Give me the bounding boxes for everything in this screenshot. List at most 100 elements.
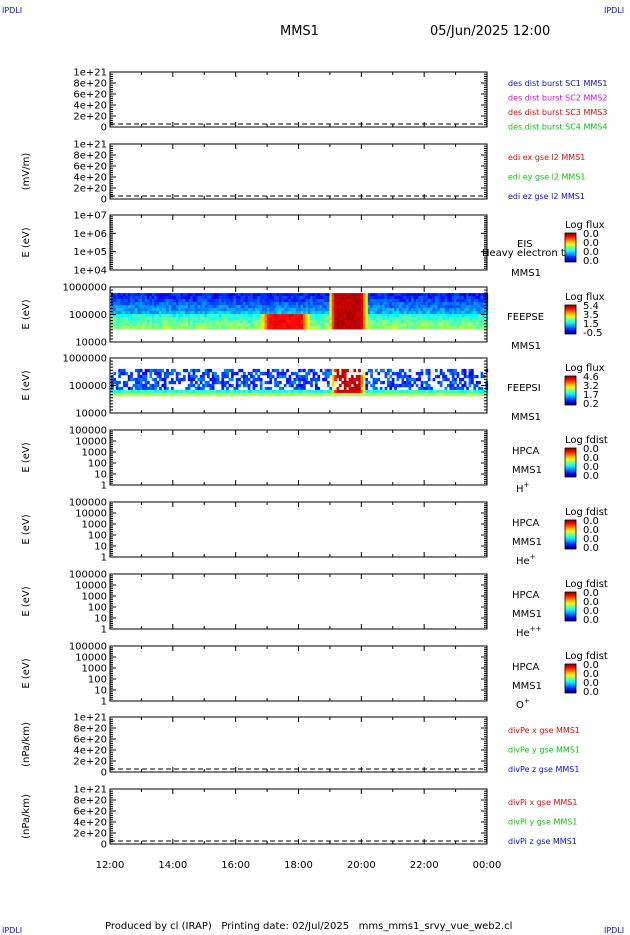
y-tick-label: 100000 [69, 381, 107, 392]
colorbar-value: 0.0 [583, 597, 599, 608]
y-tick-label: 1e+07 [73, 211, 107, 222]
colorbar-value: 0.0 [583, 534, 599, 545]
instrument-label: HPCA [512, 590, 540, 601]
instrument-label: HPCA [512, 662, 540, 673]
colorbar-value: 0.0 [583, 588, 599, 599]
colorbar-value: 1.5 [583, 319, 599, 330]
y-tick-label: 1000 [82, 592, 107, 603]
y-tick-label: 0 [101, 123, 107, 134]
y-tick-label: 10000 [75, 581, 107, 592]
y-tick-label: 8e+20 [73, 79, 107, 90]
y-tick-label: 1000 [82, 448, 107, 459]
colorbar [564, 447, 577, 478]
colorbar-value: 3.5 [583, 310, 599, 321]
colorbar-title: Log flux [565, 292, 605, 303]
instrument-label: FEEPSE [507, 312, 544, 323]
y-tick-label: 100 [88, 531, 107, 542]
plot-frame-edi-e [109, 143, 488, 200]
y-tick-label: 100 [88, 603, 107, 614]
colorbar-value: 0.0 [583, 615, 599, 626]
plot-frame-divpi [109, 788, 488, 845]
legend-entry: edi ez gse l2 MMS1 [508, 192, 585, 201]
colorbar-value: 0.0 [583, 238, 599, 249]
y-tick-label: 100 [88, 675, 107, 686]
instrument-label: EIS [517, 239, 533, 250]
y-tick-label: 6e+20 [73, 735, 107, 746]
plot-frame-hpca-he1 [109, 501, 488, 558]
footer-produced-by: Produced by cl (IRAP) [105, 921, 212, 932]
spacecraft-label: MMS1 [511, 412, 541, 423]
y-tick-label: 4e+20 [73, 101, 107, 112]
y-tick-label: 100000 [69, 310, 107, 321]
spacecraft-label: MMS1 [511, 341, 541, 352]
y-tick-label: 1e+04 [73, 266, 107, 277]
legend-entry: des dist burst SC1 MMS1 [508, 79, 607, 88]
y-tick-label: 1000 [82, 520, 107, 531]
y-tick-label: 10000 [75, 409, 107, 420]
time-axis-label: 18:00 [284, 860, 313, 871]
y-tick-label: 1e+21 [73, 713, 107, 724]
y-tick-label: 100 [88, 459, 107, 470]
colorbar [564, 519, 577, 550]
corner-label-bottom-right: IPDLI [604, 926, 625, 935]
colorbar-title: Log flux [565, 220, 605, 231]
legend-entry: divPi x gse MMS1 [508, 798, 577, 807]
colorbar-value: 0.0 [583, 247, 599, 258]
spacecraft-label: MMS1 [512, 609, 542, 620]
colorbar-value: 0.0 [583, 444, 599, 455]
colorbar-value: 0.0 [583, 462, 599, 473]
time-axis-label: 16:00 [221, 860, 250, 871]
y-tick-label: 10000 [75, 653, 107, 664]
colorbar [564, 232, 577, 263]
y-tick-label: 1e+21 [73, 140, 107, 151]
y-tick-label: 6e+20 [73, 162, 107, 173]
legend-entry: des dist burst SC4 MMS4 [508, 123, 607, 132]
species-label: He++ [516, 625, 542, 639]
y-tick-label: 2e+20 [73, 112, 107, 123]
spacecraft-label: MMS1 [512, 681, 542, 692]
legend-entry: divPe x gse MMS1 [508, 726, 580, 735]
y-tick-label: 100000 [69, 642, 107, 653]
overlay-label: Heavy electron te [482, 248, 571, 259]
colorbar-value: 3.2 [583, 381, 599, 392]
colorbar-value: 0.0 [583, 471, 599, 482]
colorbar-value: -0.5 [583, 328, 603, 339]
y-axis-label: E (eV) [21, 370, 32, 400]
colorbar-title: Log fdist [565, 435, 608, 446]
species-label: O+ [516, 697, 530, 711]
y-tick-label: 2e+20 [73, 829, 107, 840]
legend-entry: edi ey gse l2 MMS1 [508, 173, 586, 182]
y-tick-label: 1 [101, 481, 107, 492]
y-tick-label: 10 [94, 542, 107, 553]
y-axis-label: E (eV) [21, 514, 32, 544]
colorbar-value: 0.0 [583, 687, 599, 698]
footer-file: mms_mms1_srvy_vue_web2.cl [358, 921, 513, 932]
y-tick-label: 1e+05 [73, 247, 107, 258]
y-axis-label: E (eV) [21, 442, 32, 472]
page-title: MMS1 [280, 24, 319, 39]
y-tick-label: 100000 [69, 570, 107, 581]
plot-frame-eis [109, 214, 488, 271]
instrument-label: HPCA [512, 518, 540, 529]
panel-feepsi: 1000000 100000 10000 E (eV) FEEPSI MMS1 Log fl… [21, 354, 605, 424]
y-axis-label: (nPa/km) [21, 794, 32, 839]
time-axis-label: 14:00 [158, 860, 187, 871]
colorbar [564, 375, 577, 406]
colorbar-value: 0.0 [583, 453, 599, 464]
colorbar-value: 4.6 [583, 372, 599, 383]
colorbar-value: 1.7 [583, 390, 599, 401]
y-tick-label: 0 [101, 195, 107, 206]
plot-frame-hpca-o [109, 645, 488, 702]
y-tick-label: 100000 [69, 426, 107, 437]
y-tick-label: 4e+20 [73, 746, 107, 757]
plot-frame-divpe [109, 716, 488, 773]
y-tick-label: 2e+20 [73, 757, 107, 768]
colorbar-value: 0.0 [583, 256, 599, 267]
plot-frame-hpca-he2 [109, 573, 488, 630]
panel-eis: 1e+07 1e+06 1e+05 1e+04 E (eV) EIS MMS1 Heavy e… [21, 211, 605, 280]
spacecraft-label: MMS1 [512, 537, 542, 548]
species-label: He+ [516, 553, 536, 567]
colorbar-title: Log fdist [565, 579, 608, 590]
footer-printing-date: Printing date: 02/Jul/2025 [221, 921, 350, 932]
